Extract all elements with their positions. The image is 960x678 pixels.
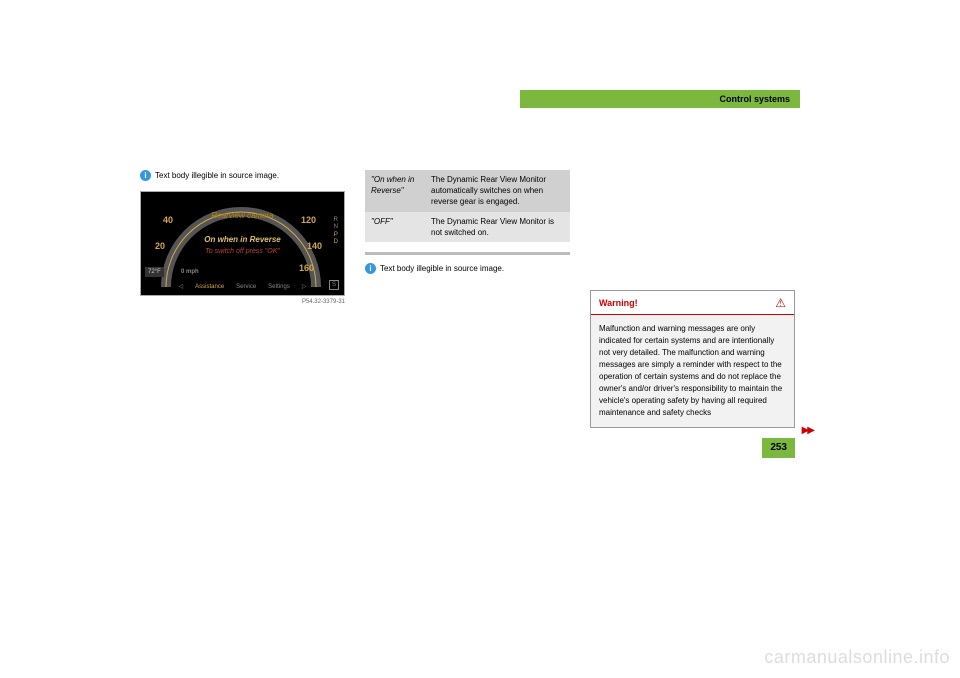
gear-r: R xyxy=(334,217,338,224)
page-number: 253 xyxy=(762,438,795,458)
header-title: Control systems xyxy=(719,94,790,104)
gear-p: P xyxy=(334,232,338,239)
info-text: Text body illegible in source image. xyxy=(155,170,345,181)
tab-service: Service xyxy=(236,283,256,291)
option-key: "On when in Reverse" xyxy=(365,170,425,212)
column-1: i Text body illegible in source image. 4… xyxy=(140,170,345,307)
info-note: i Text body illegible in source image. xyxy=(365,263,570,274)
tab-settings: Settings xyxy=(268,283,290,291)
column-2: "On when in Reverse" The Dynamic Rear Vi… xyxy=(365,170,570,282)
info-icon: i xyxy=(365,263,376,274)
table-row: "OFF" The Dynamic Rear View Monitor is n… xyxy=(365,212,570,242)
option-desc: The Dynamic Rear View Monitor automatica… xyxy=(425,170,570,212)
gauge-num-160: 160 xyxy=(299,262,314,275)
table-row: "On when in Reverse" The Dynamic Rear Vi… xyxy=(365,170,570,212)
gear-d: D xyxy=(334,239,338,246)
gauge-title: Rearview camera xyxy=(141,210,344,221)
options-table: "On when in Reverse" The Dynamic Rear Vi… xyxy=(365,170,570,242)
gauge-status-line: On when in Reverse xyxy=(141,234,344,245)
warning-title: Warning! xyxy=(599,297,638,310)
gauge-gear-indicator: R N P D xyxy=(334,217,338,246)
tab-arrow-right: ▷ xyxy=(302,283,307,291)
info-icon: i xyxy=(140,170,151,181)
warning-body: Malfunction and warning messages are onl… xyxy=(591,315,794,427)
gauge-temp: 72°F xyxy=(145,267,164,277)
gauge-menu-tabs: ◁ Assistance Service Settings ▷ xyxy=(141,283,344,291)
gear-n: N xyxy=(334,224,338,231)
info-note: i Text body illegible in source image. xyxy=(140,170,345,181)
warning-header: Warning! ⚠ xyxy=(591,291,794,315)
instrument-cluster-image: 40 120 20 140 160 0 mph Rearview camera … xyxy=(140,191,345,296)
manual-page: Control systems i Text body illegible in… xyxy=(140,90,820,590)
section-divider xyxy=(365,252,570,255)
option-desc: The Dynamic Rear View Monitor is not swi… xyxy=(425,212,570,242)
column-3: Warning! ⚠ Malfunction and warning messa… xyxy=(590,170,795,428)
info-text: Text body illegible in source image. xyxy=(380,263,570,274)
watermark: carmanualsonline.info xyxy=(764,647,950,668)
tab-assistance: Assistance xyxy=(195,283,224,291)
gauge-mph: 0 mph xyxy=(181,268,199,276)
warning-box: Warning! ⚠ Malfunction and warning messa… xyxy=(590,290,795,428)
warning-icon: ⚠ xyxy=(775,295,786,312)
continue-arrow-icon: ▶▶ xyxy=(802,424,813,438)
tab-arrow-left: ◁ xyxy=(179,283,184,291)
option-key: "OFF" xyxy=(365,212,425,242)
header-bar: Control systems xyxy=(520,90,800,108)
gauge-hint-line: To switch off press "OK" xyxy=(141,247,344,257)
